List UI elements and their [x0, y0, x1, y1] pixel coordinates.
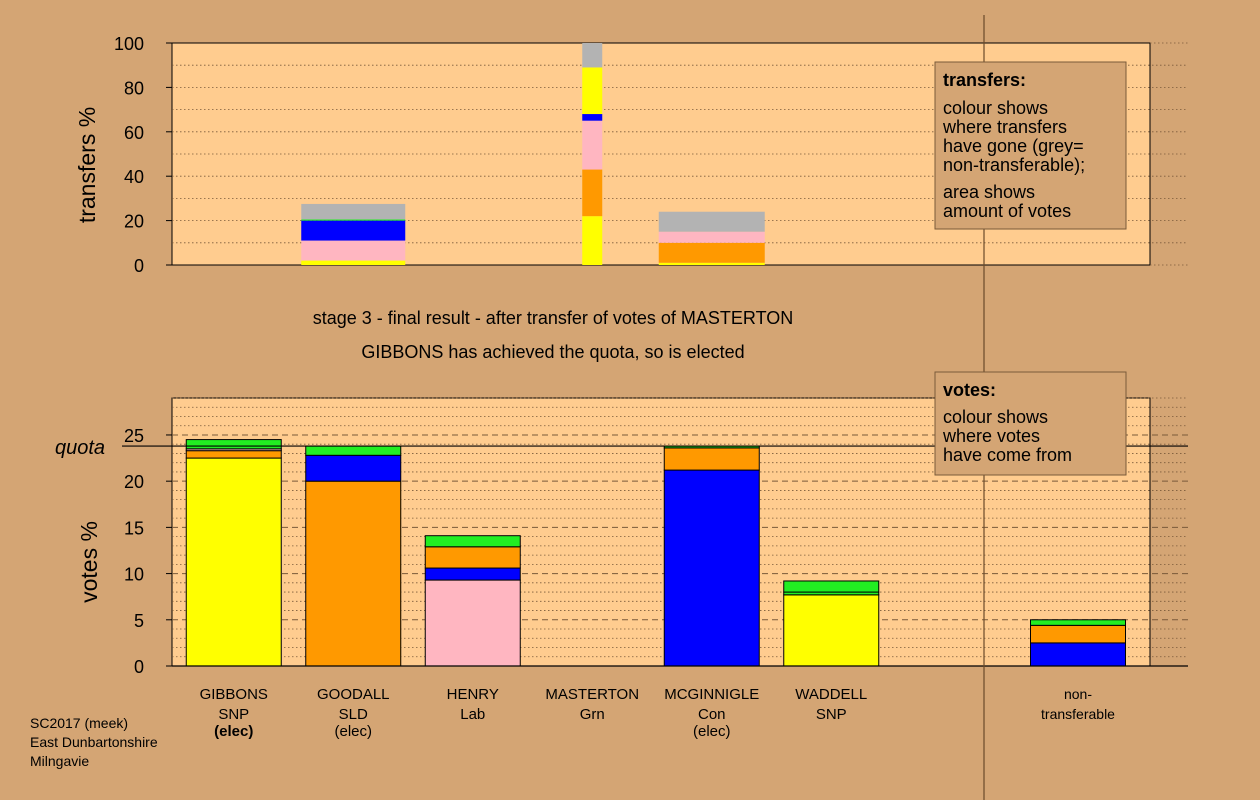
- votes-y-tick-label: 20: [124, 472, 144, 492]
- votes-bar-segment: [663, 447, 760, 471]
- votes-y-axis: 0 5 10 15 20 25: [124, 426, 172, 677]
- transfers-y-tick-label: 100: [114, 34, 144, 54]
- candidate-name-label: WADDELL: [795, 686, 867, 703]
- candidate-name-label: GOODALL: [317, 686, 390, 703]
- transfers-y-tick-label: 60: [124, 123, 144, 143]
- transfers-bar-segment: [301, 260, 406, 265]
- transfers-legend-line: area shows: [943, 182, 1035, 202]
- candidate-party-label: Grn: [580, 706, 605, 723]
- votes-y-tick-label: 5: [134, 611, 144, 631]
- transfers-bar-segment: [582, 169, 603, 217]
- votes-legend-line: have come from: [943, 445, 1072, 465]
- transfers-bar-segment: [301, 240, 406, 261]
- votes-bar-segment: [783, 580, 880, 593]
- candidate-status-label: (elec): [693, 723, 731, 740]
- votes-bar-segment: [185, 450, 282, 459]
- votes-legend: votes: colour shows where votes have com…: [934, 371, 1127, 476]
- candidate-party-label: SLD: [339, 706, 368, 723]
- transfers-bar-segment: [582, 114, 603, 121]
- nontransferable-label-line1: non-: [1064, 686, 1092, 702]
- transfers-legend-line: amount of votes: [943, 201, 1071, 221]
- votes-bar-segment: [1030, 619, 1126, 626]
- votes-y-tick-label: 15: [124, 518, 144, 538]
- candidate-status-label: (elec): [334, 723, 372, 740]
- transfers-bar-segment: [301, 219, 406, 221]
- votes-bar-segment: [424, 546, 521, 569]
- votes-bar-segment: [185, 439, 282, 450]
- votes-bar-segment: [305, 480, 402, 667]
- votes-legend-line: where votes: [942, 426, 1040, 446]
- votes-legend-box: [934, 371, 1127, 476]
- transfers-bar-segment: [582, 120, 603, 170]
- footer-line: East Dunbartonshire: [30, 734, 158, 750]
- transfers-bar-segment: [658, 262, 765, 265]
- quota-label: quota: [55, 437, 105, 459]
- transfers-legend: transfers: colour shows where transfers …: [934, 61, 1127, 230]
- footer-line: Milngavie: [30, 753, 89, 769]
- candidate-name-label: HENRY: [447, 686, 499, 703]
- votes-bar-segment: [424, 579, 521, 667]
- votes-y-tick-label: 0: [134, 657, 144, 677]
- votes-bar-segment: [424, 535, 521, 548]
- transfers-y-tick-label: 20: [124, 212, 144, 232]
- candidate-labels: GIBBONSSNP(elec)GOODALLSLD(elec)HENRYLab…: [200, 686, 868, 740]
- transfers-y-tick-label: 80: [124, 78, 144, 98]
- transfers-bar-segment: [582, 216, 603, 265]
- nontransferable-label-line2: transferable: [1041, 706, 1115, 722]
- votes-legend-title: votes:: [943, 380, 996, 400]
- transfers-bar-segment: [582, 67, 603, 115]
- transfers-legend-line: where transfers: [942, 117, 1067, 137]
- votes-y-axis-label: votes %: [76, 521, 102, 603]
- candidate-name-label: MASTERTON: [545, 686, 639, 703]
- candidate-party-label: Con: [698, 706, 726, 723]
- votes-y-tick-label: 25: [124, 426, 144, 446]
- transfers-bar-segment: [582, 43, 603, 68]
- transfers-bars: [301, 43, 765, 265]
- transfers-legend-line: have gone (grey=: [943, 136, 1084, 156]
- footer-line: SC2017 (meek): [30, 715, 128, 731]
- votes-bar-segment: [1030, 624, 1126, 644]
- transfers-y-axis: 0 20 40 60 80 100: [114, 34, 172, 276]
- votes-legend-line: colour shows: [943, 407, 1048, 427]
- result-caption: GIBBONS has achieved the quota, so is el…: [361, 342, 744, 362]
- votes-bar-segment: [424, 567, 521, 581]
- candidate-name-label: GIBBONS: [200, 686, 268, 703]
- candidate-party-label: SNP: [816, 706, 847, 723]
- votes-bar-segment: [783, 594, 880, 667]
- votes-bar-segment: [1030, 642, 1126, 667]
- transfers-legend-line: colour shows: [943, 98, 1048, 118]
- candidate-party-label: Lab: [460, 706, 485, 723]
- votes-bar-segment: [663, 469, 760, 667]
- votes-y-tick-label: 10: [124, 565, 144, 585]
- transfers-bar-segment: [301, 220, 406, 241]
- transfers-legend-title: transfers:: [943, 70, 1026, 90]
- transfers-bar-segment: [301, 203, 406, 220]
- transfers-bar-segment: [658, 211, 765, 232]
- transfers-y-tick-label: 0: [134, 256, 144, 276]
- transfers-y-axis-label: transfers %: [74, 107, 100, 223]
- stage-caption: stage 3 - final result - after transfer …: [313, 308, 794, 328]
- candidate-party-label: SNP: [218, 706, 249, 723]
- votes-bar-segment: [305, 454, 402, 482]
- candidate-status-label: (elec): [214, 723, 253, 740]
- votes-bar-segment: [305, 445, 402, 456]
- candidate-name-label: MCGINNIGLE: [664, 686, 759, 703]
- transfers-y-tick-label: 40: [124, 167, 144, 187]
- transfers-legend-line: non-transferable);: [943, 155, 1085, 175]
- transfers-legend-box: [934, 61, 1127, 230]
- transfers-bar-segment: [658, 231, 765, 243]
- votes-bar-segment: [185, 457, 282, 667]
- transfers-bar-segment: [658, 242, 765, 263]
- votes-bars: [185, 439, 1126, 667]
